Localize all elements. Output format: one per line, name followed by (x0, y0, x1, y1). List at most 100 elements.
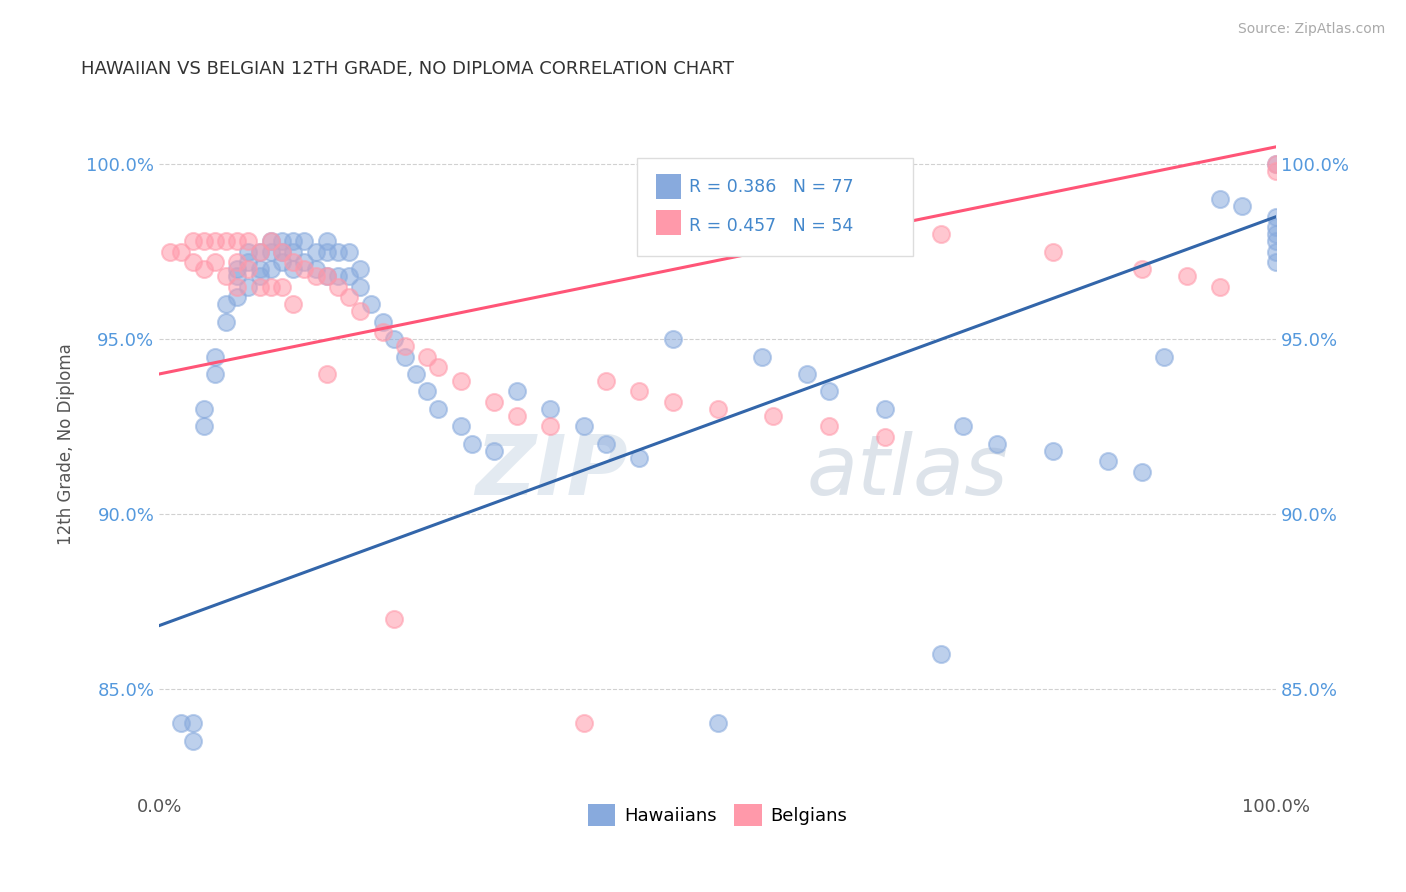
Point (226, 255, 249, 269)
Point (271, 234, 294, 248)
Point (159, 244, 181, 259)
Point (628, 384, 651, 399)
Point (1097, 454, 1119, 468)
Point (595, 437, 617, 451)
Point (249, 262, 271, 277)
Point (595, 374, 617, 388)
Point (283, 234, 305, 248)
Point (929, 227, 952, 242)
Point (238, 244, 260, 259)
Point (249, 244, 271, 259)
Point (204, 367, 226, 381)
Point (226, 279, 249, 293)
Point (260, 234, 283, 248)
Point (461, 437, 484, 451)
Point (238, 255, 260, 269)
Point (304, 244, 326, 259)
Point (538, 419, 561, 434)
Point (450, 419, 472, 434)
Point (662, 332, 685, 346)
Point (283, 297, 305, 311)
Point (1153, 350, 1175, 364)
Point (271, 279, 294, 293)
Text: HAWAIIAN VS BELGIAN 12TH GRADE, NO DIPLOMA CORRELATION CHART: HAWAIIAN VS BELGIAN 12TH GRADE, NO DIPLO… (82, 60, 734, 78)
Point (796, 367, 818, 381)
Point (193, 262, 215, 277)
Point (204, 255, 226, 269)
Point (204, 350, 226, 364)
Point (482, 443, 505, 458)
Point (394, 350, 416, 364)
Point (706, 716, 728, 731)
Point (260, 279, 283, 293)
Point (1209, 279, 1232, 293)
Point (1265, 255, 1288, 269)
Text: ZIP: ZIP (475, 432, 628, 512)
Point (1265, 210, 1288, 224)
Point (215, 297, 238, 311)
Point (405, 367, 427, 381)
Point (1042, 443, 1064, 458)
Point (337, 269, 360, 284)
Text: R = 0.457   N = 54: R = 0.457 N = 54 (689, 218, 853, 235)
Point (1265, 157, 1288, 171)
Point (628, 450, 651, 465)
Point (1265, 220, 1288, 235)
Point (315, 367, 337, 381)
Point (349, 262, 371, 277)
Point (873, 401, 896, 416)
Point (181, 734, 204, 748)
Point (371, 325, 394, 339)
Point (271, 244, 294, 259)
Point (572, 419, 595, 434)
Point (505, 384, 527, 399)
Text: R = 0.386   N = 77: R = 0.386 N = 77 (689, 178, 853, 196)
Point (326, 269, 349, 284)
Point (292, 255, 315, 269)
Point (538, 401, 561, 416)
Point (193, 419, 215, 434)
Point (181, 234, 204, 248)
Point (337, 290, 360, 304)
Point (193, 401, 215, 416)
Point (482, 395, 505, 409)
Point (226, 234, 249, 248)
Point (1265, 157, 1288, 171)
Point (1265, 227, 1288, 242)
Point (249, 269, 271, 284)
Point (986, 437, 1008, 451)
Legend: Hawaiians, Belgians: Hawaiians, Belgians (581, 797, 855, 833)
Point (360, 297, 382, 311)
Point (349, 304, 371, 318)
Point (315, 244, 337, 259)
Point (238, 262, 260, 277)
Point (249, 279, 271, 293)
Point (315, 269, 337, 284)
Point (1209, 192, 1232, 206)
Point (326, 279, 349, 293)
Point (427, 401, 450, 416)
Point (394, 339, 416, 353)
Point (226, 290, 249, 304)
Point (952, 419, 974, 434)
Point (929, 647, 952, 661)
Point (315, 269, 337, 284)
Point (193, 234, 215, 248)
Point (1232, 199, 1254, 213)
Point (818, 419, 841, 434)
Point (1130, 465, 1153, 479)
Point (1130, 262, 1153, 277)
Point (326, 244, 349, 259)
Point (416, 350, 439, 364)
Point (427, 359, 450, 374)
Point (304, 262, 326, 277)
Point (371, 315, 394, 329)
Point (226, 269, 249, 284)
Point (204, 234, 226, 248)
Point (249, 244, 271, 259)
Point (1265, 234, 1288, 248)
Point (238, 279, 260, 293)
Point (450, 374, 472, 388)
Point (762, 409, 785, 423)
Point (818, 384, 841, 399)
